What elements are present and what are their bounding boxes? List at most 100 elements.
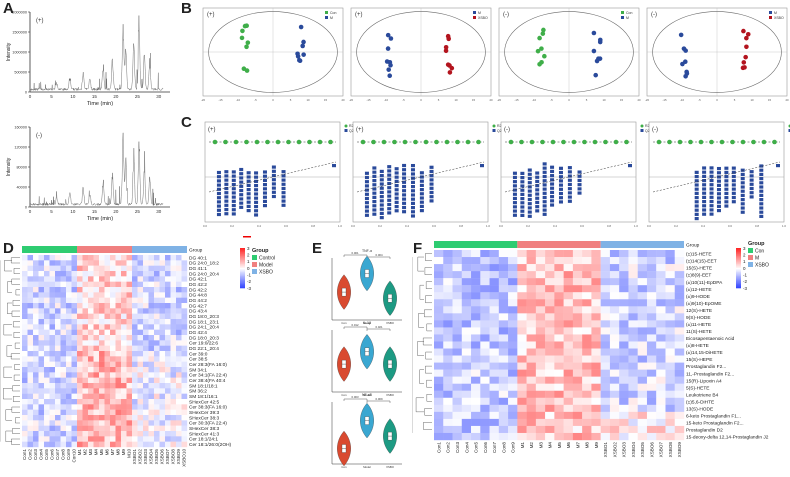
heatmap-cell bbox=[44, 361, 50, 368]
heatmap-cell bbox=[665, 313, 675, 321]
heatmap-cell bbox=[582, 334, 592, 342]
c-q2-point bbox=[262, 174, 267, 178]
heatmap-cell bbox=[88, 292, 94, 298]
heatmap-cell bbox=[170, 308, 177, 314]
heatmap-cell bbox=[526, 397, 537, 406]
c-q2-point bbox=[731, 170, 736, 174]
row-dendrogram-branch bbox=[13, 332, 20, 338]
heatmap-cell bbox=[480, 264, 490, 272]
c-q2-point bbox=[694, 183, 699, 187]
heatmap-cell bbox=[55, 436, 61, 442]
heatmap-cell bbox=[71, 255, 78, 261]
color-scale-step bbox=[736, 285, 741, 287]
heatmap-cell bbox=[619, 327, 629, 335]
heatmap-cell bbox=[591, 383, 601, 391]
heatmap-cell bbox=[22, 351, 28, 357]
c-r2-point bbox=[582, 139, 587, 145]
heatmap-cell bbox=[572, 397, 583, 406]
b-score-point bbox=[298, 24, 304, 30]
heatmap-col-label: Con2 bbox=[27, 449, 32, 460]
heatmap-row-label: Cer 38:4(FA 40:4 bbox=[189, 378, 226, 384]
c-q2-regression-line bbox=[208, 161, 337, 193]
heatmap-cell bbox=[572, 306, 583, 314]
heatmap-cell bbox=[582, 285, 592, 293]
b-xtick-label: -15 bbox=[514, 98, 518, 102]
heatmap-cell bbox=[181, 329, 188, 336]
b-xtick-label: 5 bbox=[734, 98, 736, 102]
c-q2-point bbox=[535, 179, 540, 184]
c-q2-point bbox=[402, 197, 407, 201]
heatmap-cell bbox=[143, 297, 149, 304]
a-ytick-label: 1500000 bbox=[12, 31, 27, 35]
heatmap-cell bbox=[104, 345, 111, 352]
c-xtick-label: 0.0 bbox=[499, 224, 503, 228]
c-q2-point bbox=[716, 187, 721, 192]
c-q2-point bbox=[254, 209, 259, 213]
row-dendrogram-branch bbox=[12, 300, 20, 306]
c-q2-point bbox=[759, 172, 764, 177]
heatmap-cell bbox=[55, 377, 61, 384]
heatmap-cell bbox=[545, 383, 555, 391]
heatmap-cell bbox=[132, 287, 138, 293]
heatmap-cell bbox=[143, 393, 149, 400]
heatmap-cell bbox=[674, 313, 685, 321]
heatmap-cell bbox=[71, 393, 78, 400]
b-score-point bbox=[443, 48, 449, 54]
heatmap-cell bbox=[181, 441, 188, 448]
c-q2-point bbox=[527, 181, 532, 185]
heatmap-cell bbox=[77, 383, 83, 389]
heatmap-cell bbox=[554, 271, 564, 279]
heatmap-cell bbox=[126, 425, 133, 432]
heatmap-cell bbox=[452, 425, 462, 434]
heatmap-cell bbox=[176, 415, 182, 421]
heatmap-cell bbox=[55, 367, 61, 373]
e-xtick-label: XSBO bbox=[386, 465, 395, 469]
heatmap-cell bbox=[66, 297, 72, 304]
heatmap-cell bbox=[154, 340, 160, 346]
c-q2-point bbox=[716, 179, 721, 183]
heatmap-cell bbox=[181, 409, 188, 416]
heatmap-cell bbox=[471, 397, 481, 406]
c-q2-point bbox=[731, 183, 736, 187]
heatmap-col-label: M9 bbox=[121, 449, 126, 456]
heatmap-cell bbox=[22, 425, 28, 432]
heatmap-cell bbox=[656, 369, 666, 377]
heatmap-cell bbox=[88, 345, 94, 352]
heatmap-cell bbox=[143, 324, 149, 330]
heatmap-cell bbox=[132, 425, 138, 432]
heatmap-cell bbox=[181, 356, 188, 362]
heatmap-cell bbox=[154, 313, 160, 320]
heatmap-cell bbox=[77, 255, 83, 261]
c-q2-point bbox=[262, 183, 267, 187]
heatmap-cell bbox=[148, 372, 155, 378]
heatmap-cell bbox=[535, 285, 546, 293]
c-q2-point bbox=[271, 190, 276, 194]
heatmap-row-label: Cer 30:3(FA 22:4) bbox=[189, 421, 227, 427]
heatmap-cell bbox=[176, 436, 182, 442]
heatmap-cell bbox=[434, 292, 444, 300]
heatmap-cell bbox=[126, 431, 133, 437]
heatmap-cell bbox=[22, 372, 28, 378]
c-q2-point bbox=[709, 191, 714, 195]
heatmap-cell bbox=[637, 341, 648, 349]
heatmap-cell bbox=[181, 340, 188, 346]
heatmap-cell bbox=[563, 264, 574, 272]
heatmap-cell bbox=[545, 390, 555, 398]
heatmap-cell bbox=[443, 264, 453, 272]
heatmap-cell bbox=[674, 362, 685, 370]
heatmap-cell bbox=[554, 299, 564, 307]
heatmap-cell bbox=[434, 418, 444, 427]
heatmap-cell bbox=[27, 281, 34, 288]
heatmap-cell bbox=[110, 292, 116, 298]
heatmap-cell bbox=[60, 415, 67, 421]
heatmap-cell bbox=[674, 369, 685, 377]
heatmap-row-label: DG 44:2 bbox=[189, 298, 207, 304]
heatmap-cell bbox=[137, 265, 144, 272]
c-q2-point bbox=[740, 172, 745, 177]
heatmap-cell bbox=[165, 324, 171, 330]
c-xtick-label: 0.2 bbox=[230, 224, 234, 228]
c-q2-point bbox=[694, 195, 699, 200]
b-score-point bbox=[539, 46, 544, 51]
c-legend-q2-label: Q2 bbox=[497, 129, 502, 133]
heatmap-cell bbox=[49, 324, 56, 330]
